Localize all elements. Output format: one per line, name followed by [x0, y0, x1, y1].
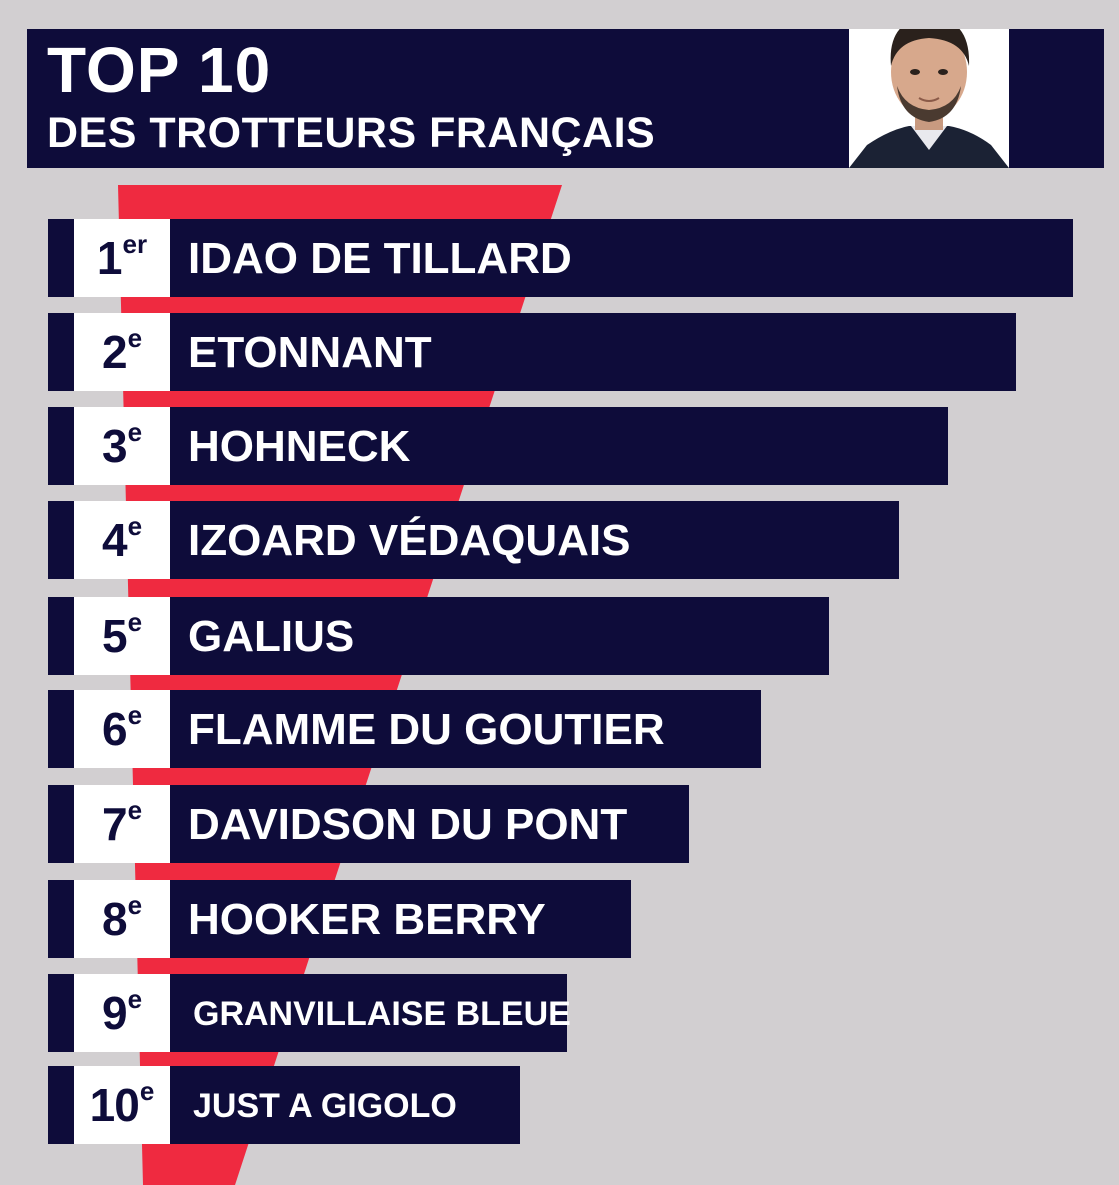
horse-name: IDAO DE TILLARD: [188, 234, 572, 283]
header-banner: TOP 10 DES TROTTEURS FRANÇAIS: [27, 29, 1104, 168]
horse-name: IZOARD VÉDAQUAIS: [188, 516, 631, 565]
rank-number: 4: [101, 514, 128, 566]
rank-number: 9: [101, 987, 128, 1039]
row-accent: [48, 407, 75, 485]
row-accent: [48, 501, 75, 579]
horse-name: HOOKER BERRY: [188, 895, 546, 944]
rank-number: 3: [101, 420, 128, 472]
row-accent: [48, 690, 75, 768]
ranking-row: 7 e DAVIDSON DU PONT: [48, 785, 689, 863]
horse-name: DAVIDSON DU PONT: [188, 800, 628, 849]
row-accent: [48, 597, 75, 675]
rank-suffix: e: [139, 1076, 155, 1106]
horse-name: GRANVILLAISE BLEUE: [193, 995, 571, 1033]
row-accent: [48, 785, 75, 863]
row-accent: [48, 219, 75, 297]
page-subtitle: DES TROTTEURS FRANÇAIS: [47, 109, 656, 157]
presenter-portrait-image: [849, 29, 1009, 168]
ranking-row: 4 e IZOARD VÉDAQUAIS: [48, 501, 899, 579]
horse-name: HOHNECK: [188, 422, 411, 471]
rank-suffix: e: [127, 700, 143, 730]
rank-suffix: er: [122, 229, 148, 259]
ranking-row: 5 e GALIUS: [48, 597, 829, 675]
rank-number: 2: [101, 326, 128, 378]
horse-name: GALIUS: [188, 612, 355, 661]
horse-name: FLAMME DU GOUTIER: [188, 705, 665, 754]
page-title: TOP 10: [47, 34, 272, 106]
rank-number: 7: [101, 798, 128, 850]
rank-suffix: e: [127, 984, 143, 1014]
rank-suffix: e: [127, 607, 143, 637]
row-accent: [48, 1066, 75, 1144]
rank-badge: 10 e: [74, 1066, 170, 1144]
row-accent: [48, 313, 75, 391]
rank-number: 5: [101, 610, 128, 662]
rank-suffix: e: [127, 890, 143, 920]
rank-suffix: e: [127, 795, 143, 825]
rank-suffix: e: [127, 511, 143, 541]
rank-suffix: e: [127, 323, 143, 353]
horse-name: JUST A GIGOLO: [193, 1087, 457, 1125]
rank-number: 6: [101, 703, 128, 755]
rank-badge: 1 er: [74, 219, 170, 297]
row-accent: [48, 880, 75, 958]
row-accent: [48, 974, 75, 1052]
ranking-row: 3 e HOHNECK: [48, 407, 948, 485]
rank-suffix: e: [127, 417, 143, 447]
rank-number: 8: [101, 893, 128, 945]
ranking-row: 6 e FLAMME DU GOUTIER: [48, 690, 761, 768]
ranking-row: 1 er IDAO DE TILLARD: [48, 219, 1073, 297]
rank-number: 1: [96, 232, 123, 284]
horse-name: ETONNANT: [188, 328, 432, 377]
ranking-row: 8 e HOOKER BERRY: [48, 880, 631, 958]
ranking-row: 2 e ETONNANT: [48, 313, 1016, 391]
ranking-row: 10 e JUST A GIGOLO: [48, 1066, 520, 1144]
ranking-row: 9 e GRANVILLAISE BLEUE: [48, 974, 571, 1052]
rank-number: 10: [89, 1079, 140, 1131]
